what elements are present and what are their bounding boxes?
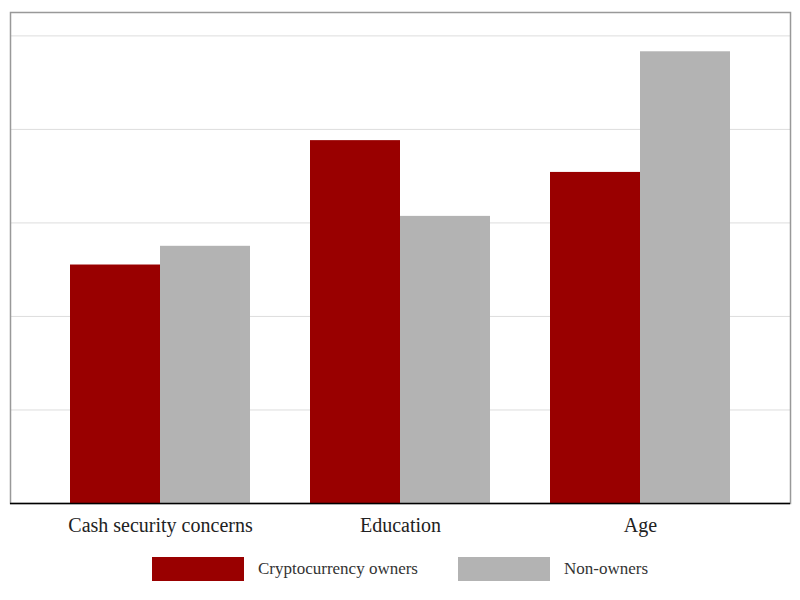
html-text:Cryptocurrency owners: Cryptocurrency owners (258, 559, 418, 578)
svg-text:Cash security concerns: Cash security concerns (68, 514, 253, 537)
svg-text:Age: Age (624, 514, 657, 537)
svg-text:Education: Education (360, 514, 441, 536)
html-text:Non-owners: Non-owners (564, 559, 648, 578)
